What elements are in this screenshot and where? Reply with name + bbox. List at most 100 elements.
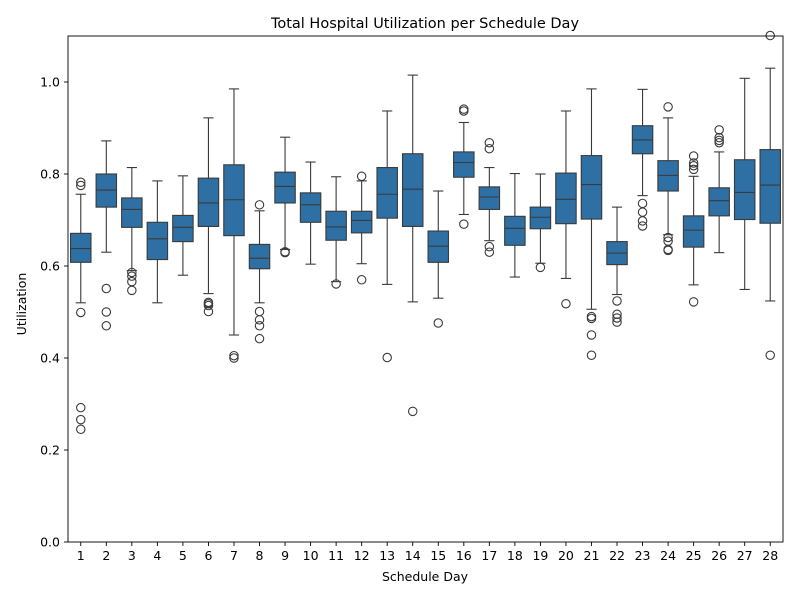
outlier-point: [407, 406, 418, 417]
box-day-3: [121, 167, 143, 296]
outlier-point: [663, 245, 673, 256]
x-tick-label: 13: [379, 548, 395, 563]
outlier-point: [101, 307, 112, 317]
box-iqr: [504, 215, 526, 246]
box-day-6: [197, 117, 220, 317]
outlier-point: [101, 321, 112, 331]
outlier-point: [254, 333, 265, 344]
box-iqr: [682, 215, 705, 248]
x-tick-label: 24: [660, 548, 676, 563]
outlier-point: [586, 330, 597, 340]
x-tick-label: 8: [256, 548, 264, 563]
outlier-point: [637, 207, 648, 217]
outlier-point: [663, 232, 673, 243]
box-iqr: [146, 221, 169, 261]
x-tick-label: 9: [281, 548, 289, 563]
outlier-point: [688, 297, 699, 307]
y-tick-label: 0.0: [40, 535, 60, 550]
outlier-point: [76, 177, 86, 188]
outlier-point: [127, 271, 137, 281]
box-day-16: [453, 104, 475, 229]
outlier-point: [356, 171, 367, 182]
box-day-7: [223, 88, 245, 363]
box-iqr: [121, 197, 143, 228]
outlier-point: [612, 317, 622, 327]
outlier-point: [714, 132, 724, 143]
box-day-9: [274, 136, 296, 258]
box-day-14: [401, 74, 424, 417]
outlier-point: [637, 216, 648, 226]
box-day-11: [325, 176, 347, 289]
box-iqr: [708, 187, 730, 217]
outlier-point: [459, 219, 469, 229]
x-tick-label: 26: [711, 548, 727, 563]
outlier-point: [484, 247, 495, 257]
outlier-point: [535, 262, 546, 273]
outlier-point: [356, 275, 367, 285]
box-day-24: [657, 102, 679, 256]
outlier-point: [459, 106, 469, 116]
outlier-point: [714, 137, 724, 148]
outlier-point: [254, 306, 265, 317]
x-tick-label: 18: [507, 548, 523, 563]
box-iqr: [197, 177, 220, 227]
x-tick-label: 10: [303, 548, 319, 563]
plot-area: [70, 30, 781, 435]
outlier-point: [280, 247, 290, 258]
box-day-26: [708, 125, 730, 254]
x-tick-label: 1: [77, 548, 85, 563]
outlier-point: [331, 279, 341, 289]
x-tick-label: 21: [584, 548, 600, 563]
box-day-21: [580, 88, 603, 360]
outlier-point: [76, 307, 86, 318]
x-axis-label: Schedule Day: [382, 569, 469, 584]
outlier-point: [484, 241, 495, 252]
outlier-point: [714, 135, 724, 146]
outlier-point: [688, 158, 699, 168]
box-iqr: [733, 159, 756, 221]
box-day-28: [759, 30, 781, 360]
outlier-point: [203, 300, 214, 311]
box-iqr: [325, 210, 347, 241]
outlier-point: [561, 298, 571, 309]
x-axis: 1 2 3 4 5 6 7 8 9 10 11 12 13 14 15 16 17 18 19 20 21 22 23 24 2…: [77, 542, 778, 563]
plot-frame: [67, 35, 784, 543]
outlier-point: [127, 267, 137, 278]
outlier-point: [433, 318, 444, 328]
box-day-19: [529, 173, 552, 273]
y-tick-label: 0.8: [40, 167, 60, 182]
box-iqr: [759, 149, 781, 224]
outlier-point: [101, 283, 112, 294]
x-tick-label: 20: [558, 548, 574, 563]
y-tick-label: 0.4: [40, 351, 60, 366]
outlier-point: [484, 143, 495, 154]
outlier-point: [663, 102, 673, 112]
box-iqr: [248, 243, 271, 270]
outlier-point: [612, 309, 622, 320]
outlier-point: [586, 311, 597, 322]
box-iqr: [529, 206, 552, 230]
outlier-point: [229, 350, 239, 361]
box-day-27: [733, 77, 756, 291]
outlier-point: [765, 30, 775, 41]
box-iqr: [555, 172, 577, 225]
outlier-point: [76, 424, 86, 435]
outlier-point: [637, 221, 648, 231]
outlier-point: [76, 414, 86, 425]
y-tick-label: 0.2: [40, 443, 60, 458]
outlier-point: [586, 313, 597, 324]
box-iqr: [299, 192, 322, 223]
outlier-point: [714, 125, 724, 135]
x-tick-label: 2: [102, 548, 110, 563]
x-tick-label: 16: [456, 548, 472, 563]
outlier-point: [688, 151, 699, 161]
box-iqr: [376, 167, 398, 219]
y-tick-label: 1.0: [40, 75, 60, 90]
box-day-1: [70, 177, 92, 435]
outlier-point: [254, 200, 265, 210]
x-tick-label: 12: [354, 548, 370, 563]
box-day-2: [95, 140, 118, 331]
y-axis-label: Utilization: [14, 273, 29, 336]
box-day-5: [172, 175, 194, 276]
x-tick-label: 4: [153, 548, 161, 563]
